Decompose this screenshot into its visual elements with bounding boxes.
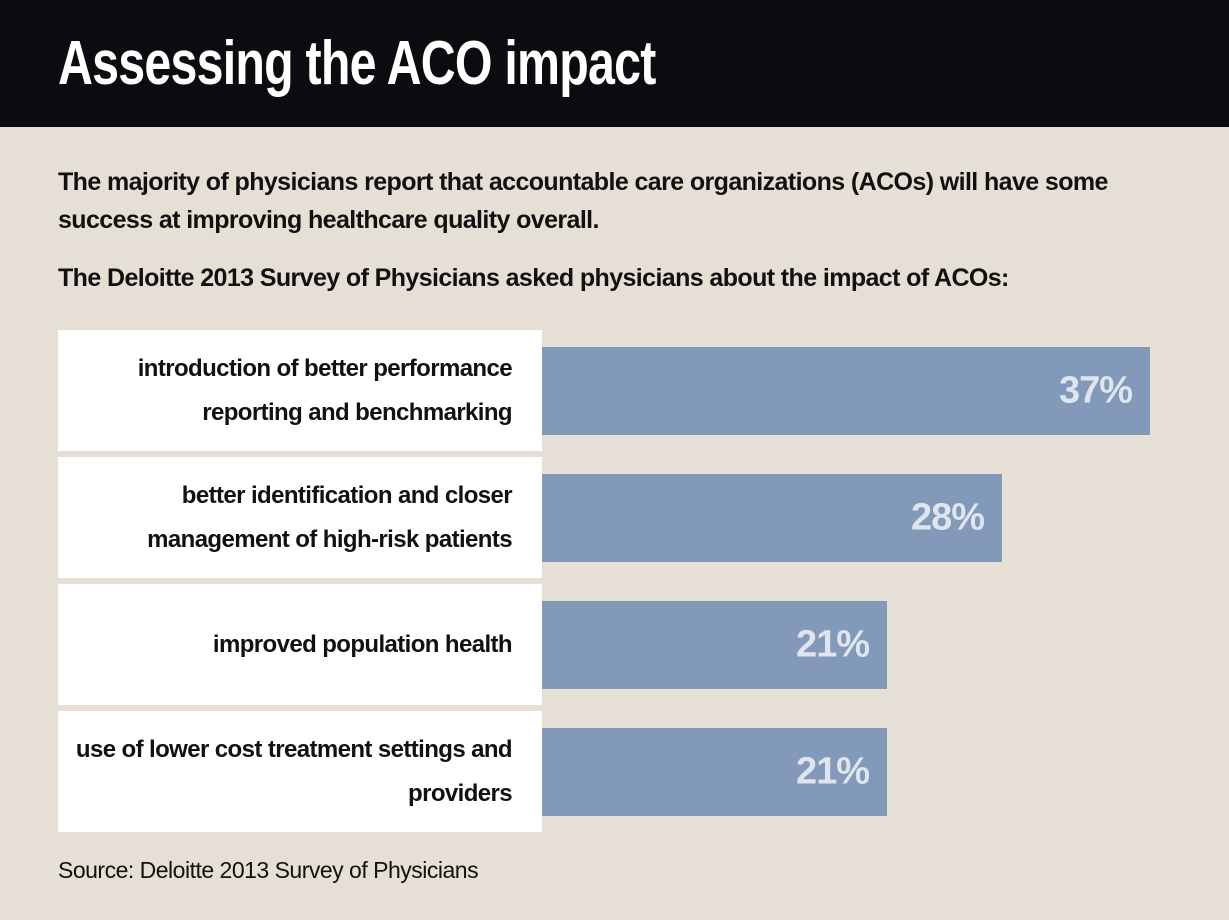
chart-title: Assessing the ACO impact: [58, 29, 656, 98]
value-label: 28%: [911, 496, 985, 539]
value-label: 21%: [796, 750, 870, 793]
bar: 28%: [542, 474, 1003, 562]
category-box: use of lower cost treatment settings and…: [58, 711, 542, 832]
category-box: improved population health: [58, 584, 542, 705]
intro: The Deloitte 2013 Survey of Physicians a…: [58, 264, 1009, 292]
bar: 21%: [542, 728, 888, 816]
category-label: improved population health: [212, 630, 513, 658]
subtitle: The majority of physicians report that a…: [58, 168, 1108, 234]
bar: 21%: [542, 601, 888, 689]
value-label: 37%: [1058, 369, 1133, 412]
bar: 37%: [542, 347, 1150, 435]
category-label: use of lower cost treatment settings and…: [75, 735, 513, 807]
category-label: better identification and closer managem…: [147, 481, 512, 553]
category-box: introduction of better performance repor…: [58, 330, 542, 451]
value-label: 21%: [796, 623, 870, 666]
header: Assessing the ACO impact: [0, 0, 1229, 127]
source: Source: Deloitte 2013 Survey of Physicia…: [58, 857, 479, 883]
category-label: introduction of better performance repor…: [137, 354, 513, 426]
category-box: better identification and closer managem…: [58, 457, 542, 578]
